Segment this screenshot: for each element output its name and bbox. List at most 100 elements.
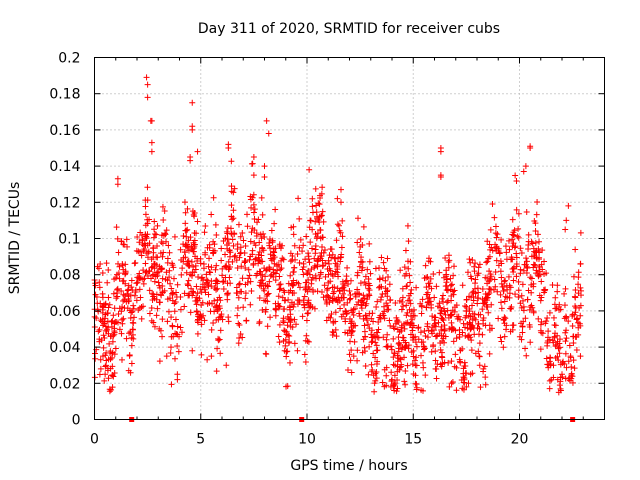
data-point (118, 356, 125, 363)
data-point (401, 325, 408, 332)
data-point (223, 362, 230, 369)
data-point (387, 383, 394, 390)
data-point (215, 337, 222, 344)
data-point (358, 305, 365, 312)
data-point (495, 315, 502, 322)
data-point (208, 211, 215, 218)
data-point (235, 281, 242, 288)
data-point (245, 275, 252, 282)
data-point (475, 311, 482, 318)
data-point (289, 282, 296, 289)
data-point (287, 317, 294, 324)
data-point (190, 264, 197, 271)
data-point (523, 258, 530, 265)
data-point (388, 346, 395, 353)
data-point (116, 326, 123, 333)
data-point (571, 365, 578, 372)
data-point (101, 377, 108, 384)
data-point (211, 241, 218, 248)
data-point (461, 363, 468, 370)
data-point (267, 314, 274, 321)
data-point (538, 278, 545, 285)
data-point (208, 326, 215, 333)
data-point (491, 214, 498, 221)
data-point (206, 268, 213, 275)
data-point (194, 313, 201, 320)
data-point (194, 257, 201, 264)
data-point (476, 362, 483, 369)
data-point (280, 287, 287, 294)
data-point (474, 300, 481, 307)
data-point (319, 208, 326, 215)
data-point (151, 231, 158, 238)
data-point (161, 208, 168, 215)
data-point (445, 297, 452, 304)
data-point (237, 244, 244, 251)
data-point (409, 316, 416, 323)
data-point (513, 206, 520, 213)
data-point (407, 320, 414, 327)
data-point (195, 319, 202, 326)
data-point (319, 184, 326, 191)
data-point (508, 256, 515, 263)
data-point (132, 289, 139, 296)
data-point (266, 278, 273, 285)
data-point (263, 351, 270, 358)
data-point (307, 239, 314, 246)
data-point (373, 304, 380, 311)
data-point (391, 350, 398, 357)
y-tick-label: 0.1 (58, 232, 80, 248)
data-point (500, 317, 507, 324)
data-point (344, 264, 351, 271)
data-point (492, 223, 499, 230)
data-point (128, 360, 135, 367)
data-point (174, 323, 181, 330)
data-point (492, 269, 499, 276)
data-point (436, 300, 443, 307)
data-point (110, 373, 117, 380)
data-point (563, 327, 570, 334)
data-point (166, 267, 173, 274)
data-point (318, 212, 325, 219)
data-point (181, 249, 188, 256)
data-point (162, 231, 169, 238)
data-point (479, 285, 486, 292)
data-point (258, 235, 265, 242)
data-point (332, 309, 339, 316)
data-point (525, 231, 532, 238)
data-point (309, 203, 316, 210)
data-point (212, 221, 219, 228)
data-point (384, 302, 391, 309)
data-point (217, 350, 224, 357)
data-point (527, 339, 534, 346)
data-point (96, 326, 103, 333)
data-point (366, 240, 373, 247)
data-point (244, 223, 251, 230)
data-point (265, 290, 272, 297)
data-point (151, 218, 158, 225)
data-point (427, 275, 434, 282)
data-point (259, 211, 266, 218)
data-point (236, 335, 243, 342)
data-point (528, 253, 535, 260)
data-point (189, 99, 196, 106)
data-point (401, 321, 408, 328)
data-point (196, 313, 203, 320)
data-point (352, 293, 359, 300)
data-point (150, 293, 157, 300)
data-point (206, 244, 213, 251)
data-point (317, 271, 324, 278)
data-point (401, 354, 408, 361)
data-point (544, 315, 551, 322)
data-point (177, 246, 184, 253)
data-point (193, 301, 200, 308)
data-point (233, 257, 240, 264)
y-tick-label: 0.06 (49, 304, 80, 320)
data-point (173, 331, 180, 338)
data-point (128, 277, 135, 284)
data-point (296, 215, 303, 222)
data-point (547, 360, 554, 367)
data-point (238, 263, 245, 270)
data-point (204, 356, 211, 363)
data-point (174, 376, 181, 383)
